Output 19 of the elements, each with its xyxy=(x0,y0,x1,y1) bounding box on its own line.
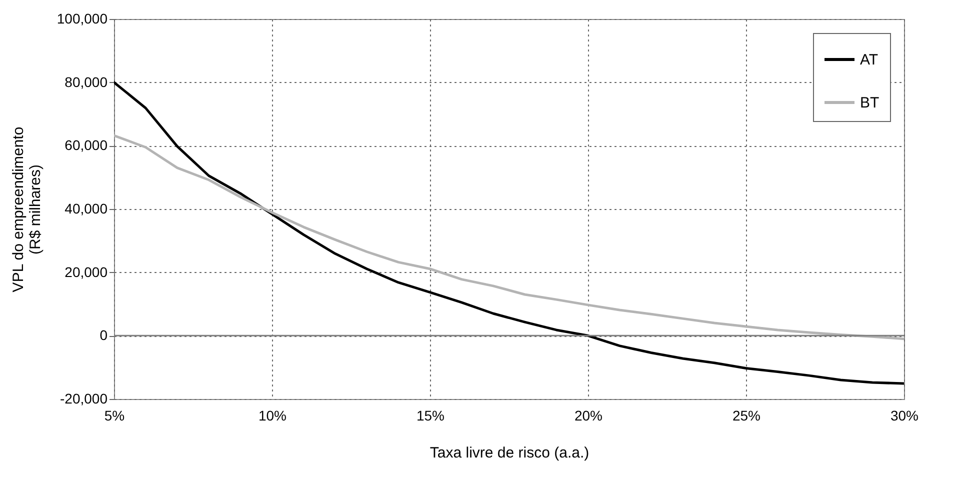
y-tick-label: 60,000 xyxy=(64,137,108,154)
line-series xyxy=(114,134,904,340)
legend-label: AT xyxy=(860,52,878,68)
y-axis-title: VPL do empreendimento (R$ milhares) xyxy=(10,126,44,292)
x-tick-label: 30% xyxy=(890,408,919,424)
y-tick-label: 0 xyxy=(100,327,108,344)
x-tick-label: 5% xyxy=(104,408,125,424)
y-tick-label: 40,000 xyxy=(64,200,108,216)
y-tick-label: -20,000 xyxy=(60,390,108,406)
x-tick-label: 15% xyxy=(416,408,445,424)
x-tick-label: 10% xyxy=(258,408,287,424)
x-axis-title: Taxa livre de risco (a.a.) xyxy=(430,444,590,462)
y-tick-label: 80,000 xyxy=(64,74,108,90)
legend-label: BT xyxy=(860,94,880,112)
y-tick-label: 100,000 xyxy=(56,10,108,26)
x-tick-label: 20% xyxy=(574,408,603,424)
x-tick-label: 25% xyxy=(732,408,761,424)
y-tick-label: 20,000 xyxy=(64,264,108,280)
line-series xyxy=(114,81,904,385)
